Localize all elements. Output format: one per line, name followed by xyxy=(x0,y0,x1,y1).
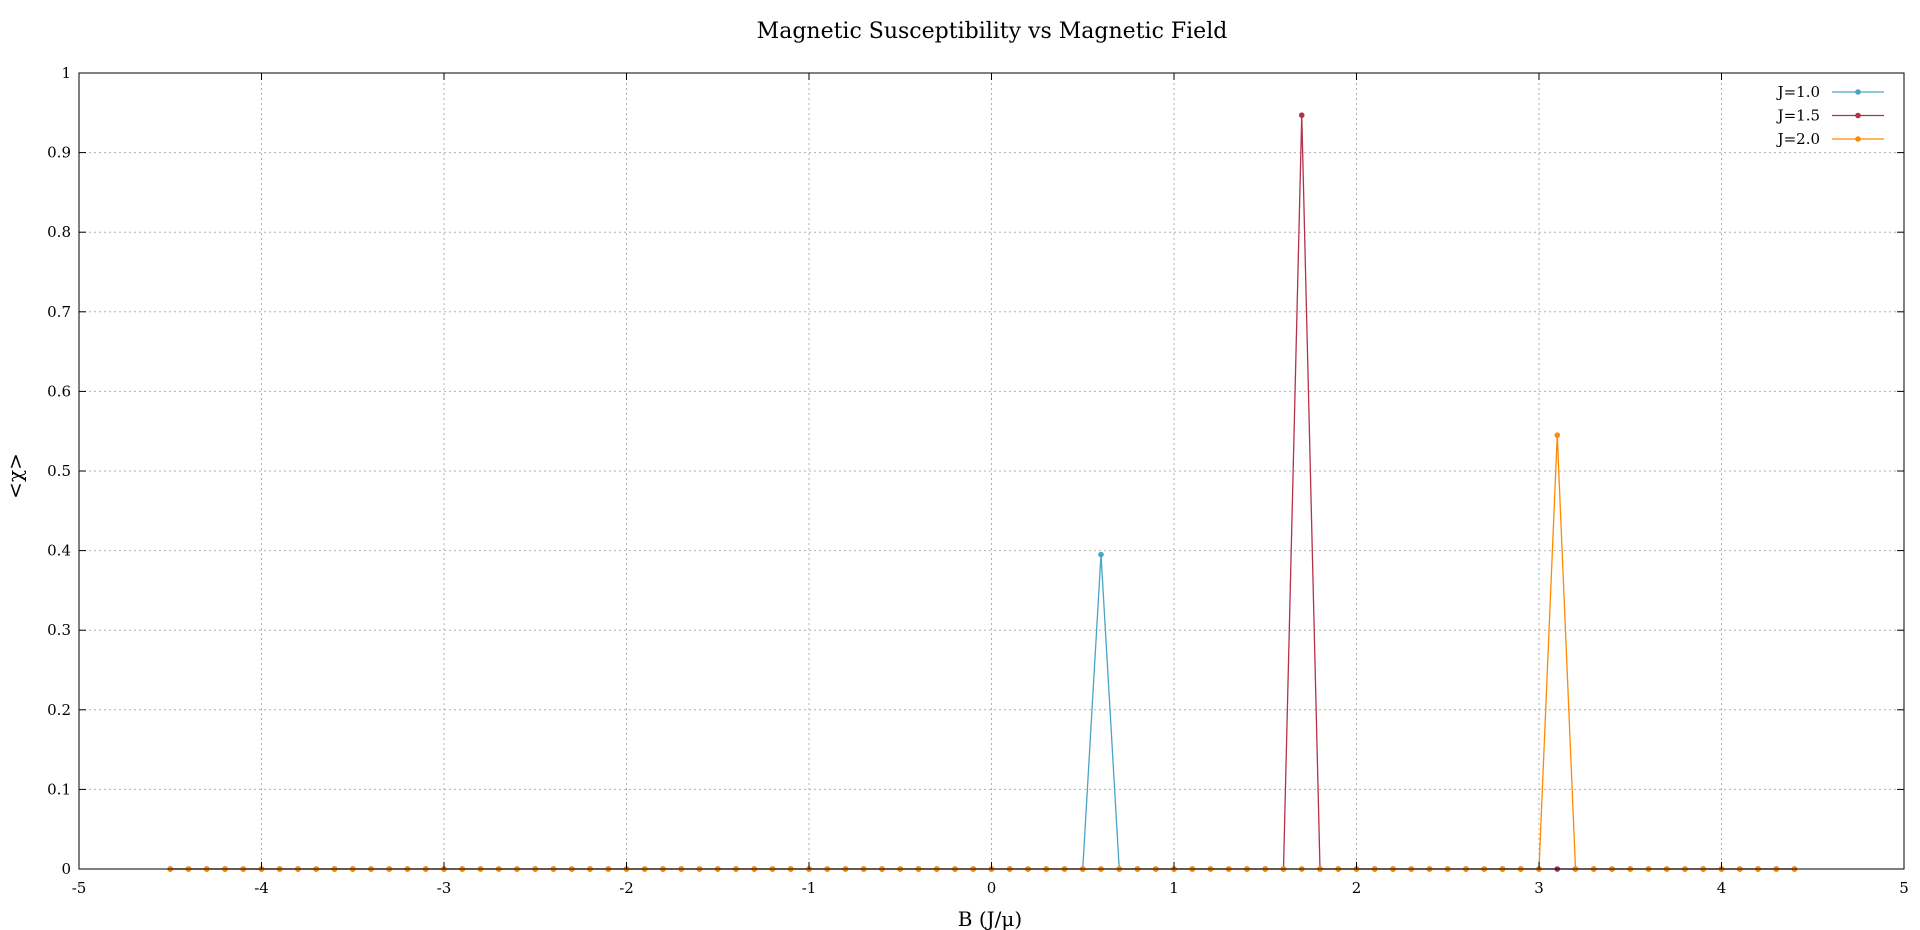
y-tick-label: 0.7 xyxy=(47,303,71,321)
x-tick-label: -4 xyxy=(254,879,269,897)
legend-marker xyxy=(1855,112,1861,119)
series-J=1.5 xyxy=(167,112,1798,872)
x-tick-label: 3 xyxy=(1534,879,1544,897)
legend-label: J=1.5 xyxy=(1776,107,1820,125)
x-tick-label: -1 xyxy=(802,879,817,897)
chart-title: Magnetic Susceptibility vs Magnetic Fiel… xyxy=(757,19,1228,44)
y-tick-label: 0.4 xyxy=(47,542,71,560)
x-axis-label: B (J/μ) xyxy=(958,907,1022,930)
x-tick-label: 5 xyxy=(1899,879,1909,897)
x-tick-label: 4 xyxy=(1717,879,1727,897)
series-J=2.0 xyxy=(167,432,1798,872)
y-tick-label: 0.8 xyxy=(47,223,71,241)
axis-ticks: -5 -4 -3 -2 -1 0 1 2 3 4 5 0 0.1 0.2 0.3 0.4 0.5 0.6 0.7 0.… xyxy=(47,64,1909,897)
legend-marker xyxy=(1855,89,1861,95)
x-tick-label: -3 xyxy=(437,879,452,897)
legend-label: J=1.0 xyxy=(1776,83,1820,101)
y-tick-label: 0.5 xyxy=(47,462,71,480)
grid xyxy=(79,73,1904,869)
data-point xyxy=(1554,432,1561,438)
series-J=1.0 xyxy=(167,551,1798,872)
data-point xyxy=(1098,551,1104,558)
data-point xyxy=(1298,112,1305,118)
series-layer xyxy=(167,112,1798,872)
y-tick-label: 0.2 xyxy=(47,701,71,719)
y-tick-label: 0.9 xyxy=(47,144,71,162)
y-tick-label: 1 xyxy=(61,64,71,82)
legend-label: J=2.0 xyxy=(1776,130,1820,148)
series-line xyxy=(170,435,1795,870)
x-tick-label: 0 xyxy=(987,879,997,897)
x-tick-label: 2 xyxy=(1352,879,1362,897)
legend-marker xyxy=(1855,136,1861,142)
x-tick-label: 1 xyxy=(1169,879,1179,897)
y-tick-label: 0.3 xyxy=(47,621,71,639)
legend: J=1.0 J=1.5 J=2.0 xyxy=(1776,83,1884,148)
y-tick-label: 0.1 xyxy=(47,780,71,798)
x-tick-label: -2 xyxy=(619,879,634,897)
x-tick-label: -5 xyxy=(72,879,87,897)
series-line xyxy=(170,115,1795,870)
y-axis-label: <χ> xyxy=(3,453,27,499)
y-tick-label: 0.6 xyxy=(47,382,71,400)
y-tick-label: 0 xyxy=(61,860,71,878)
